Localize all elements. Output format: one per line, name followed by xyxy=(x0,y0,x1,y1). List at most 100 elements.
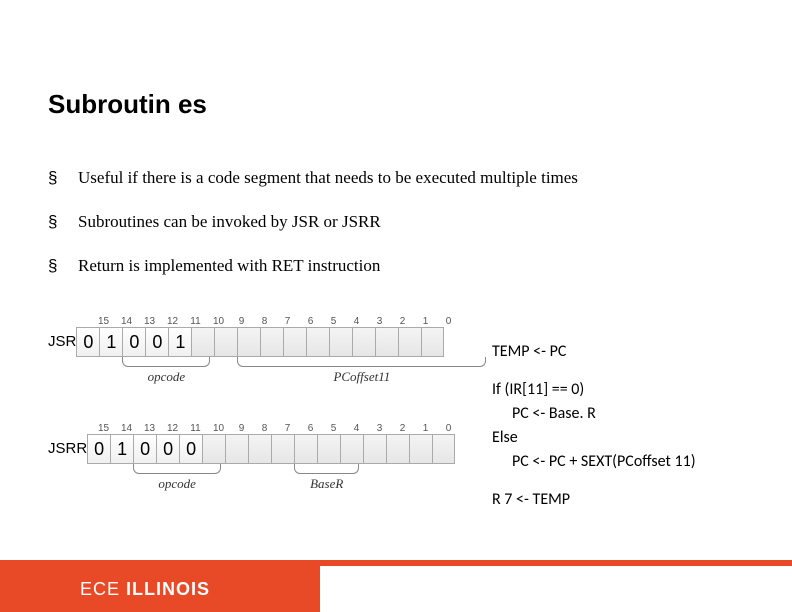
pseudo-line: Else xyxy=(492,426,696,450)
bit-cell: 0 xyxy=(76,327,99,357)
bullet-item: §Useful if there is a code segment that … xyxy=(48,168,752,188)
instruction-label: JSRR xyxy=(48,434,87,457)
bit-cell xyxy=(375,327,398,357)
bullet-list: § Useful if there is a code segment that … xyxy=(48,168,752,300)
bit-cell: 1 xyxy=(110,434,133,464)
bit-index: 15 xyxy=(92,423,115,434)
bit-cell xyxy=(317,434,340,464)
bit-index: 14 xyxy=(115,423,138,434)
bit-index: 14 xyxy=(115,316,138,327)
bit-cell: 0 xyxy=(179,434,202,464)
bit-index: 5 xyxy=(322,316,345,327)
bit-cell: 0 xyxy=(145,327,168,357)
bullet-marker: § xyxy=(48,256,78,276)
bullet-marker: § xyxy=(48,212,78,232)
bit-cell xyxy=(432,434,455,464)
bit-cell xyxy=(386,434,409,464)
bit-index: 0 xyxy=(437,423,460,434)
bit-indices: 1514131211109876543210 xyxy=(92,316,478,327)
bit-cell xyxy=(214,327,237,357)
bit-index: 11 xyxy=(184,316,207,327)
bit-index: 15 xyxy=(92,316,115,327)
pseudo-line: PC <- Base. R xyxy=(492,402,696,426)
brace-label: PCoffset11 xyxy=(237,369,486,385)
bit-index: 1 xyxy=(414,316,437,327)
instruction-diagram: 1514131211109876543210JSR01001opcodePCof… xyxy=(48,316,478,530)
bit-index: 2 xyxy=(391,423,414,434)
bit-index: 9 xyxy=(230,423,253,434)
bit-index: 11 xyxy=(184,423,207,434)
brace xyxy=(294,464,359,474)
pseudo-line: TEMP <- PC xyxy=(492,340,696,364)
brace-label: opcode xyxy=(122,369,210,385)
bit-index: 3 xyxy=(368,423,391,434)
bit-index: 10 xyxy=(207,423,230,434)
bit-cell xyxy=(191,327,214,357)
bit-index: 9 xyxy=(230,316,253,327)
bit-index: 13 xyxy=(138,423,161,434)
bit-cell xyxy=(260,327,283,357)
bit-index: 4 xyxy=(345,423,368,434)
pseudo-line: If (IR[11] == 0) xyxy=(492,378,696,402)
bit-cell xyxy=(248,434,271,464)
bit-cell xyxy=(306,327,329,357)
bit-cell xyxy=(340,434,363,464)
school-label: ILLINOIS xyxy=(126,579,210,600)
bit-row: 01001 xyxy=(76,327,488,357)
bit-cell xyxy=(271,434,294,464)
brace xyxy=(237,357,486,367)
footer: ECE ILLINOIS I ILLINOIS xyxy=(0,560,792,612)
bit-index: 2 xyxy=(391,316,414,327)
bit-index: 6 xyxy=(299,423,322,434)
bit-cell: 1 xyxy=(168,327,191,357)
bit-index: 5 xyxy=(322,423,345,434)
bullet-text: Return is implemented with RET instructi… xyxy=(78,256,380,276)
bit-cell: 0 xyxy=(133,434,156,464)
brace-label: opcode xyxy=(133,476,221,492)
bullet-text: Useful if there is a code segment that n… xyxy=(78,168,578,188)
instruction-label: JSR xyxy=(48,327,76,350)
instruction-bits-wrap: 01001 opcode PCoffset11 xyxy=(76,327,488,387)
bit-cell xyxy=(329,327,352,357)
bit-index: 10 xyxy=(207,316,230,327)
brace-row: opcode PCoffset11 xyxy=(120,357,488,387)
bit-cell xyxy=(352,327,375,357)
bit-indices: 1514131211109876543210 xyxy=(92,423,478,434)
bit-row: 01000 xyxy=(87,434,499,464)
pseudo-line: R 7 <- TEMP xyxy=(492,488,696,512)
slide: Subroutin es § Useful if there is a code … xyxy=(0,0,792,612)
bit-index: 0 xyxy=(437,316,460,327)
brace xyxy=(133,464,221,474)
bit-cell xyxy=(283,327,306,357)
bit-cell xyxy=(409,434,432,464)
bit-index: 1 xyxy=(414,423,437,434)
bit-cell xyxy=(225,434,248,464)
bullet-item: §Return is implemented with RET instruct… xyxy=(48,256,752,276)
bit-cell: 0 xyxy=(156,434,179,464)
bit-cell xyxy=(363,434,386,464)
bit-cell xyxy=(237,327,260,357)
bullet-text: Subroutines can be invoked by JSR or JSR… xyxy=(78,212,381,232)
bit-index: 7 xyxy=(276,423,299,434)
brace xyxy=(122,357,210,367)
bit-cell: 0 xyxy=(122,327,145,357)
bit-index: 12 xyxy=(161,316,184,327)
bit-cell xyxy=(202,434,225,464)
slide-title: Subroutin es xyxy=(48,90,208,119)
brace-row: opcodeBaseR xyxy=(131,464,499,494)
bit-index: 7 xyxy=(276,316,299,327)
bit-cell xyxy=(421,327,444,357)
dept-badge: ECE ILLINOIS xyxy=(0,566,320,612)
bit-cell xyxy=(294,434,317,464)
footer-main: ECE ILLINOIS I ILLINOIS xyxy=(0,566,792,612)
bit-index: 6 xyxy=(299,316,322,327)
pseudocode-block: TEMP <- PC If (IR[11] == 0) PC <- Base. … xyxy=(492,340,696,526)
bit-index: 12 xyxy=(161,423,184,434)
bit-index: 8 xyxy=(253,423,276,434)
pseudo-line: PC <- PC + SEXT(PCoffset 11) xyxy=(492,450,696,474)
bit-cell xyxy=(398,327,421,357)
bit-cell: 0 xyxy=(87,434,110,464)
instruction-bits-wrap: 01000opcodeBaseR xyxy=(87,434,499,494)
instruction-row: JSR01001opcodePCoffset11 xyxy=(48,327,478,387)
bit-index: 8 xyxy=(253,316,276,327)
